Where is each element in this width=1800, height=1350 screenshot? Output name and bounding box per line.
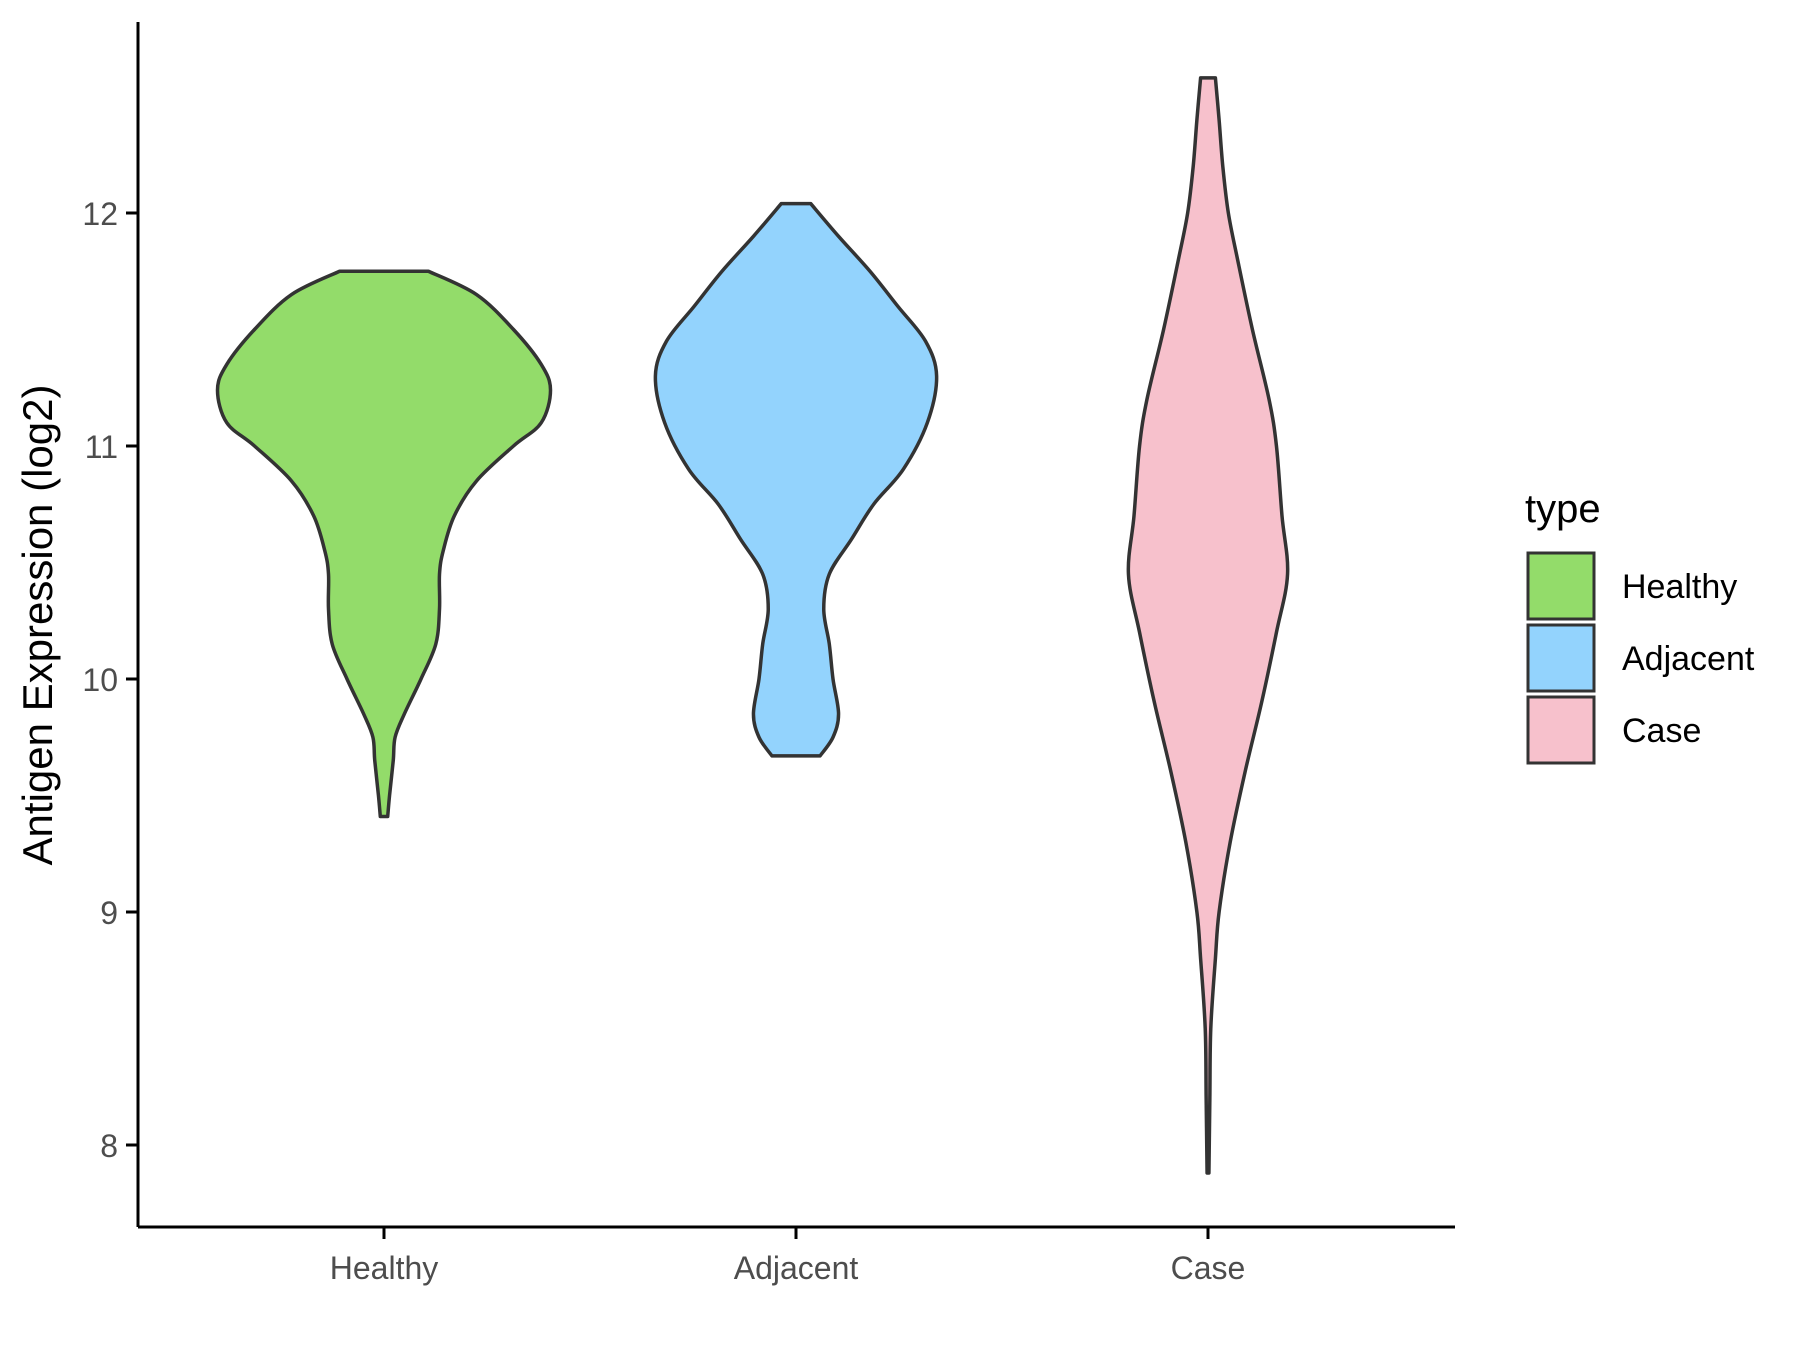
y-tick-label: 11: [85, 429, 118, 465]
legend-title: type: [1525, 487, 1601, 531]
violin-case: [1126, 76, 1290, 1175]
y-tick-label: 9: [100, 895, 118, 931]
legend-items: Healthy Adjacent Case: [1526, 551, 1755, 765]
violin-adjacent: [653, 201, 939, 758]
violin-healthy: [215, 269, 553, 819]
y-tick-label: 8: [100, 1128, 118, 1164]
x-axis-ticks: Healthy Adjacent Case: [330, 1227, 1246, 1286]
legend-swatch-adjacent: [1526, 623, 1596, 693]
legend-swatch-case: [1526, 695, 1596, 765]
axes: 8 9 10 11 12 Healthy Adjacent Case Antigen Exp…: [14, 22, 1455, 1286]
legend-label: Healthy: [1622, 568, 1737, 606]
x-tick-label: Healthy: [330, 1250, 439, 1286]
y-tick-label: 10: [82, 662, 118, 698]
legend-swatch-healthy: [1526, 551, 1596, 621]
x-tick-label: Case: [1171, 1250, 1246, 1286]
legend-label: Case: [1622, 712, 1701, 750]
legend: type Healthy Adjacent Case: [1525, 487, 1755, 765]
y-axis-ticks: 8 9 10 11 12: [82, 196, 138, 1164]
legend-label: Adjacent: [1622, 640, 1755, 678]
x-tick-label: Adjacent: [734, 1250, 859, 1286]
violin-layer: [215, 76, 1290, 1175]
y-axis-label: Antigen Expression (log2): [14, 385, 61, 866]
y-tick-label: 12: [82, 196, 118, 232]
